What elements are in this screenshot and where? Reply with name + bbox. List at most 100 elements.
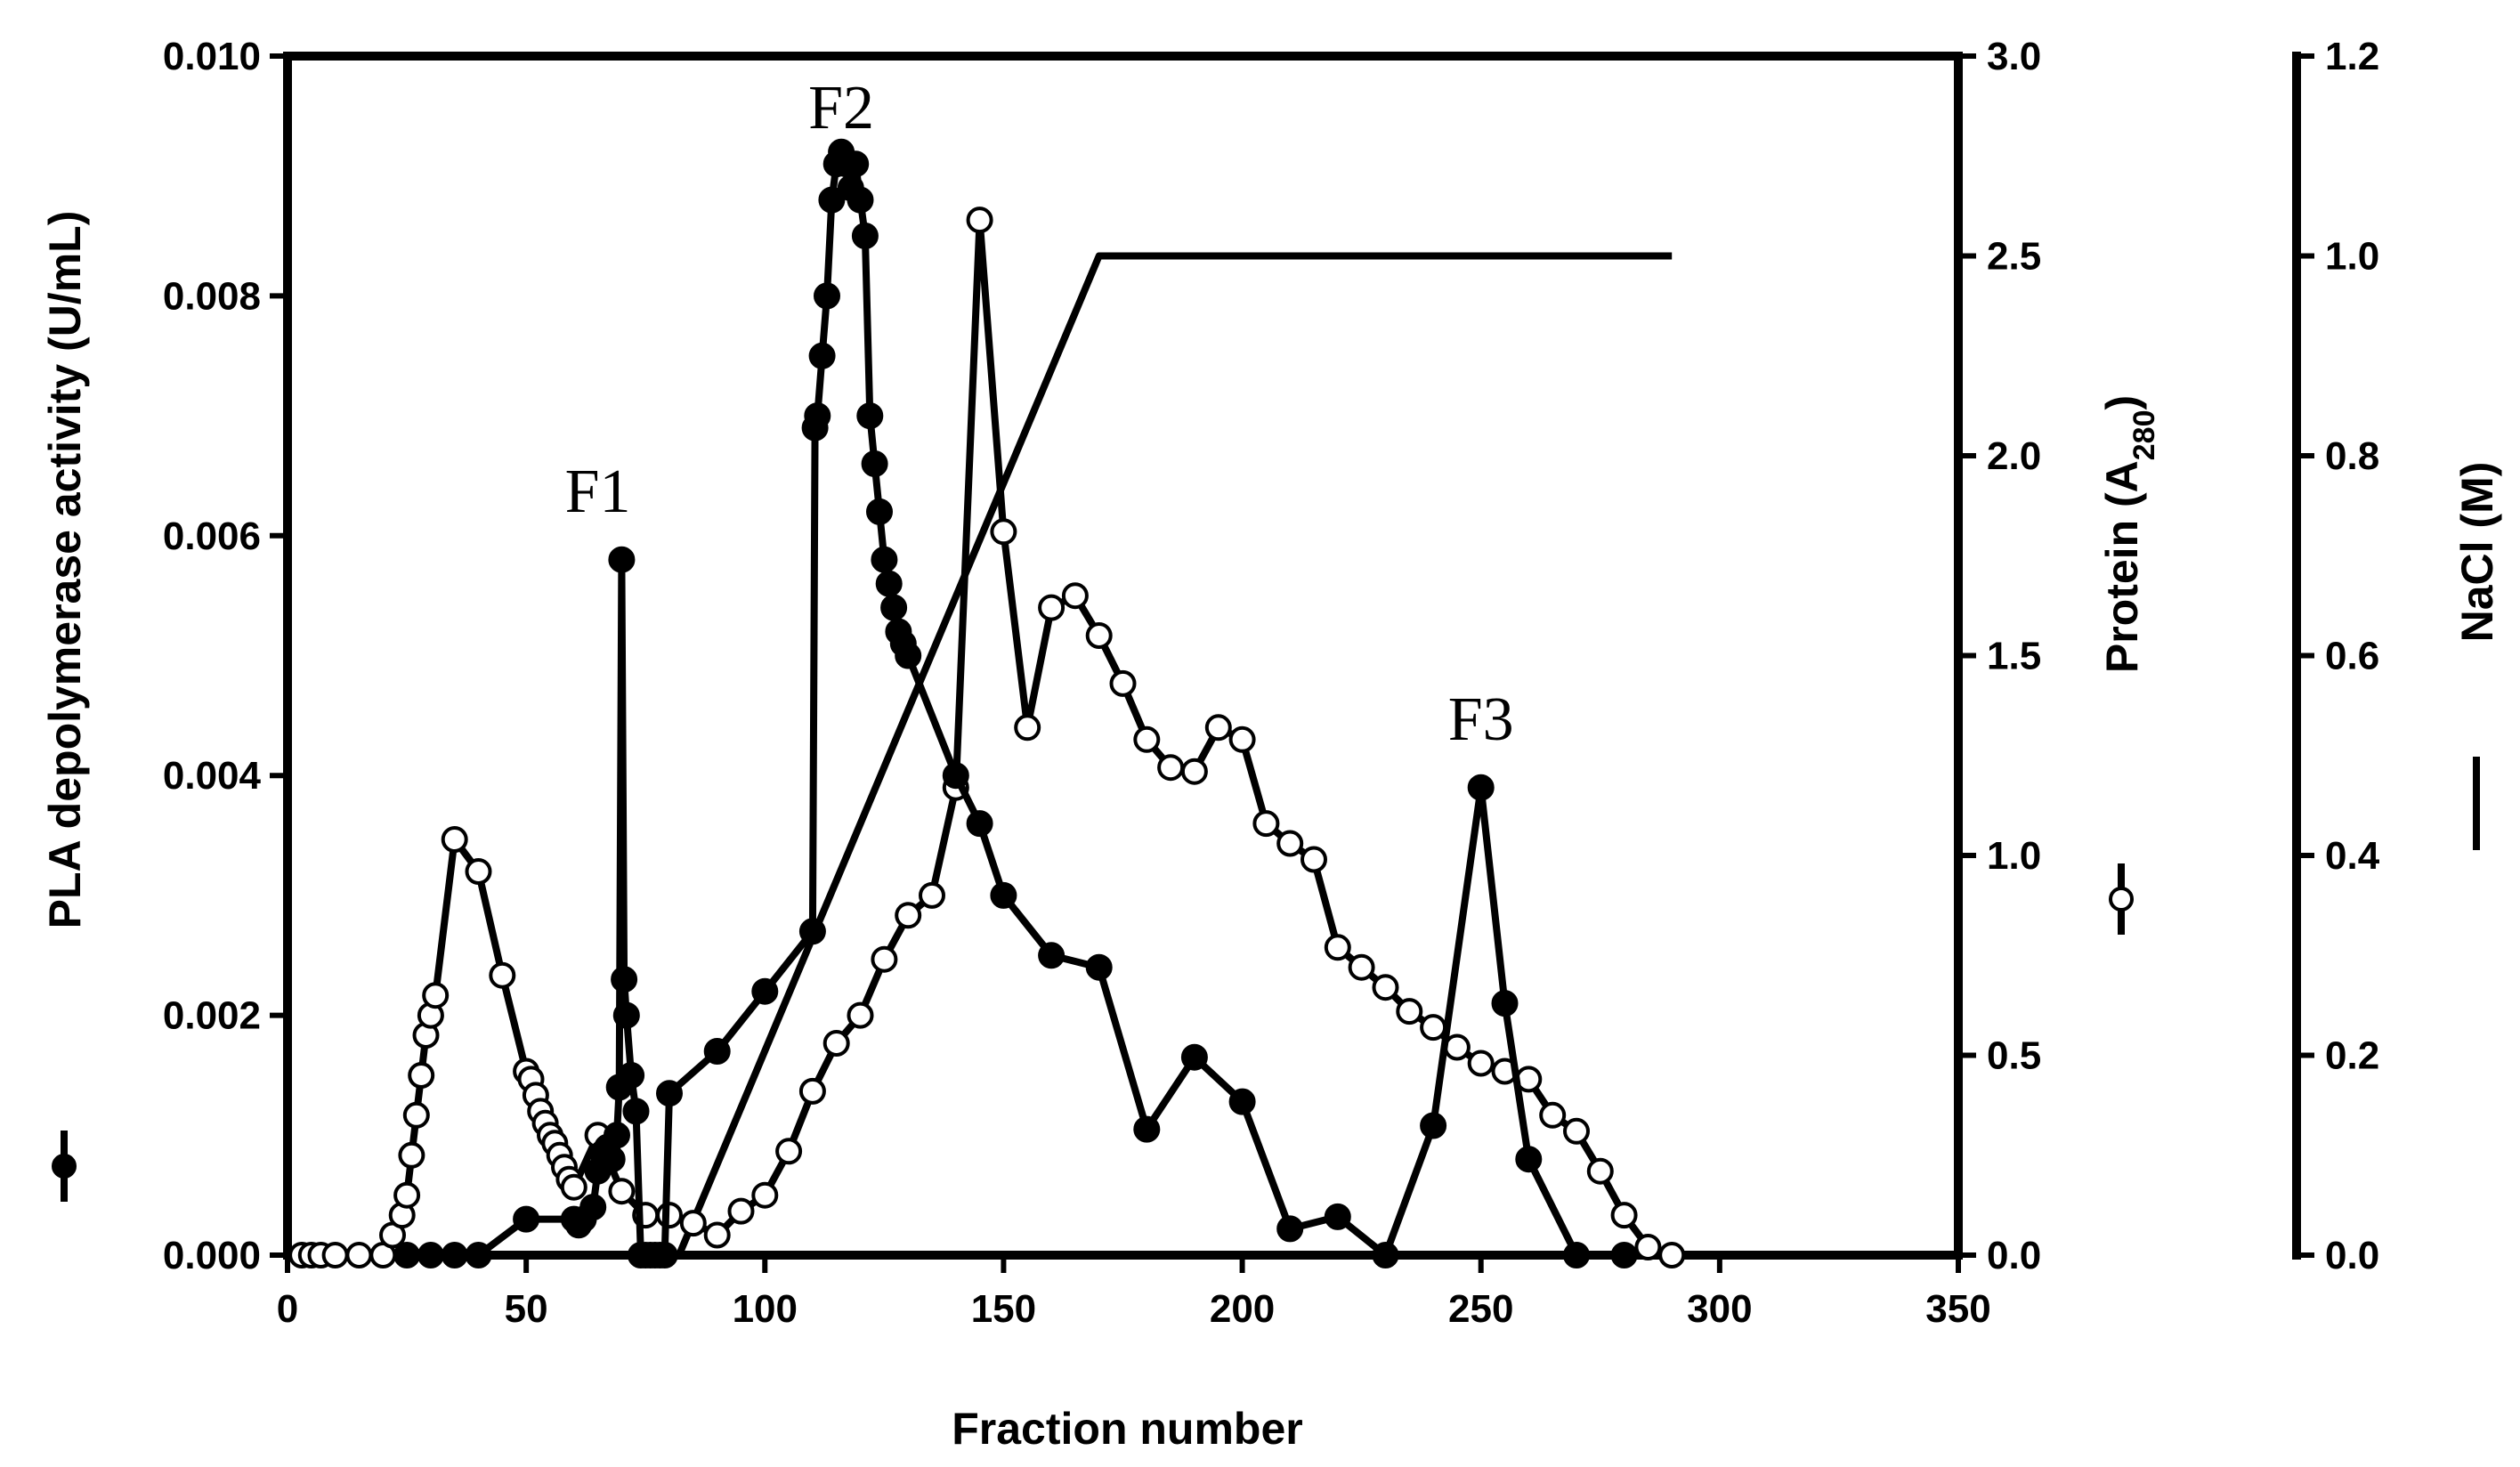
protein-data-point xyxy=(1658,1242,1686,1268)
y-left-tick-label: 0.010 xyxy=(163,35,261,78)
chart-labels: 0 50 100 150 200 250 300 3500.0000.0020.0040.00… xyxy=(40,35,2502,1454)
protein-data-point xyxy=(1586,1157,1614,1185)
activity-data-point xyxy=(895,642,922,669)
protein-title-subscript: 280 xyxy=(2127,410,2161,461)
y-left-tick-label: 0.002 xyxy=(163,994,261,1038)
y-left-axis-title-group: PLA depolymerase activity (U/mL) xyxy=(40,211,90,1202)
activity-data-point xyxy=(598,1146,626,1173)
protein-data-point xyxy=(895,902,922,929)
protein-data-point xyxy=(1085,622,1113,649)
protein-data-point xyxy=(727,1197,755,1225)
activity-data-point xyxy=(417,1242,444,1268)
activity-data-point xyxy=(611,966,638,993)
activity-data-point xyxy=(441,1242,468,1268)
y-right-nacl-tick-label: 0.6 xyxy=(2325,635,2379,678)
x-tick-label: 250 xyxy=(1448,1287,1513,1331)
y-right-nacl-tick-label: 0.2 xyxy=(2325,1034,2379,1078)
activity-data-point xyxy=(880,594,908,621)
activity-data-point xyxy=(871,546,898,573)
protein-data-point xyxy=(608,1178,636,1205)
protein-data-point xyxy=(402,1101,430,1129)
protein-data-point xyxy=(751,1181,779,1209)
protein-title-main: Protein (A xyxy=(2097,460,2147,673)
y-right-nacl-tick-label: 0.0 xyxy=(2325,1234,2379,1277)
protein-data-point xyxy=(408,1062,435,1089)
activity-data-point xyxy=(1491,990,1519,1017)
activity-data-point xyxy=(966,810,993,838)
activity-data-point xyxy=(942,762,969,790)
activity-data-point xyxy=(608,546,636,573)
activity-data-point xyxy=(1038,942,1066,969)
activity-data-point xyxy=(1324,1203,1351,1230)
activity-data-point xyxy=(656,1080,683,1107)
y-left-tick-label: 0.000 xyxy=(163,1234,261,1277)
activity-data-point xyxy=(1276,1215,1304,1243)
x-tick-label: 50 xyxy=(505,1287,548,1331)
protein-data-point xyxy=(398,1141,425,1169)
y-right-protein-tick-label: 2.5 xyxy=(1987,235,2041,279)
activity-data-point xyxy=(1133,1115,1161,1143)
y-left-axis-title: PLA depolymerase activity (U/mL) xyxy=(40,211,90,929)
y-right-protein-tick-label: 1.5 xyxy=(1987,635,2041,678)
protein-data-point xyxy=(1610,1202,1638,1229)
y-right-protein-tick-label: 0.0 xyxy=(1987,1234,2041,1277)
protein-data-point xyxy=(393,1181,421,1209)
y-right-protein-tick-label: 3.0 xyxy=(1987,35,2041,78)
y-right-nacl-tick-label: 0.4 xyxy=(2325,834,2380,878)
activity-data-point xyxy=(1180,1043,1208,1071)
peak-annotation-f1: F1 xyxy=(565,458,631,526)
protein-data-point xyxy=(1396,998,1423,1025)
protein-data-point xyxy=(1252,810,1280,838)
x-tick-label: 150 xyxy=(971,1287,1036,1331)
x-axis-title: Fraction number xyxy=(952,1404,1302,1454)
protein-data-point xyxy=(1038,594,1066,621)
y-right-protein-tick-label: 1.0 xyxy=(1987,834,2041,878)
activity-data-point xyxy=(804,402,831,430)
protein-data-point xyxy=(1324,934,1351,961)
activity-data-point xyxy=(851,223,879,249)
protein-data-point xyxy=(1157,754,1185,782)
protein-data-point xyxy=(847,1001,874,1029)
protein-data-point xyxy=(1563,1117,1590,1145)
y-right-nacl-tick-label: 1.0 xyxy=(2325,235,2379,279)
y-left-tick-label: 0.006 xyxy=(163,515,261,558)
y-right-nacl-axis-title: NaCl (M) xyxy=(2452,462,2502,643)
activity-data-point xyxy=(808,342,836,369)
protein-data-point xyxy=(775,1138,803,1165)
activity-data-point xyxy=(604,1122,630,1149)
activity-data-point xyxy=(703,1038,731,1065)
activity-data-point xyxy=(1085,953,1113,981)
protein-data-point xyxy=(1372,974,1399,1001)
x-tick-label: 0 xyxy=(277,1287,298,1331)
protein-data-point xyxy=(798,1077,826,1105)
protein-data-point xyxy=(1467,1050,1495,1077)
protein-data-point xyxy=(465,858,492,885)
chart-marks xyxy=(288,138,1686,1268)
activity-data-point xyxy=(1372,1242,1399,1268)
protein-data-point xyxy=(1348,953,1375,981)
protein-data-point xyxy=(1276,830,1304,857)
x-tick-label: 100 xyxy=(733,1287,798,1331)
protein-data-point xyxy=(1180,758,1208,785)
activity-data-point xyxy=(866,498,893,525)
axes xyxy=(270,52,2314,1273)
protein-data-point xyxy=(1301,846,1327,873)
protein-data-point xyxy=(871,945,898,973)
activity-data-point xyxy=(818,186,846,214)
x-tick-label: 300 xyxy=(1687,1287,1752,1331)
y-right-protein-title-group: Protein (A280) xyxy=(2097,395,2161,935)
activity-data-point xyxy=(1467,774,1495,801)
activity-data-point xyxy=(1515,1146,1543,1173)
activity-data-point xyxy=(1563,1242,1590,1268)
activity-data-point xyxy=(579,1194,607,1221)
activity-data-point xyxy=(1610,1242,1638,1268)
protein-data-point xyxy=(321,1242,349,1268)
legend-protein-marker xyxy=(2109,887,2134,912)
y-left-tick-label: 0.008 xyxy=(163,274,261,318)
y-right-protein-tick-label: 0.5 xyxy=(1987,1034,2041,1078)
protein-data-point xyxy=(703,1221,731,1249)
protein-data-point xyxy=(1420,1014,1447,1041)
activity-series-line xyxy=(407,148,1625,1259)
activity-data-point xyxy=(798,918,826,945)
